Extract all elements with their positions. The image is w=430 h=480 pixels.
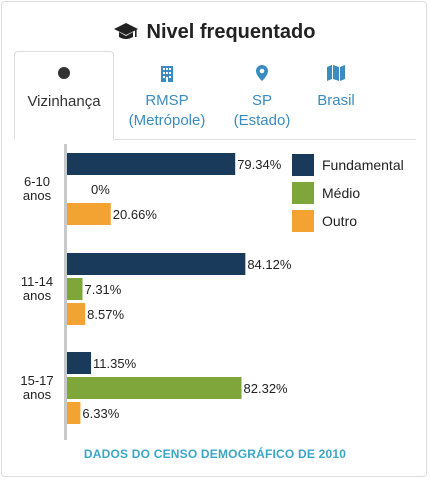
bar-value-label: 20.66% <box>113 207 158 222</box>
dot-icon <box>15 66 113 84</box>
legend-label: Médio <box>322 185 361 201</box>
bar <box>67 253 246 275</box>
widget-header: Nivel frequentado <box>2 18 426 46</box>
bar-value-label: 82.32% <box>244 381 289 396</box>
tab-bar: Vizinhança RMSP (Metrópole) SP (Est <box>14 51 416 140</box>
tab-vizinhanca[interactable]: Vizinhança <box>14 51 114 140</box>
bar-chart: 6-10 anos 79.34% 0%20.66% 11-14 anos 84.12% 7.3… <box>20 144 292 440</box>
category-label: 11-14 anos <box>21 274 53 303</box>
bar-value-label: 6.33% <box>82 406 119 421</box>
bar <box>67 278 83 300</box>
bar <box>67 352 92 374</box>
tab-label-line1: RMSP <box>145 92 189 109</box>
chart-legend: Fundamental Médio Outro <box>292 151 404 235</box>
bar-value-label: 0% <box>91 182 110 197</box>
census-source-note: DADOS DO CENSO DEMOGRÁFICO DE 2010 <box>83 447 347 461</box>
legend-swatch <box>292 210 314 232</box>
category-label: 6-10 anos <box>23 174 52 203</box>
bar-value-label: 11.35% <box>93 356 137 371</box>
building-icon <box>118 65 216 83</box>
legend-label: Outro <box>322 213 358 229</box>
map-pin-icon <box>218 65 306 83</box>
bar-value-label: 7.31% <box>84 282 121 297</box>
legend-item-fundamental: Fundamental <box>292 151 404 179</box>
bar <box>67 402 81 424</box>
legend-label: Fundamental <box>322 157 404 173</box>
map-icon <box>304 65 368 83</box>
tab-label: Brasil <box>317 92 355 109</box>
legend-swatch <box>292 182 314 204</box>
tab-sp[interactable]: SP (Estado) <box>218 51 306 139</box>
bar-value-label: 84.12% <box>247 257 292 272</box>
bar-value-label: 79.34% <box>237 157 282 172</box>
legend-item-outro: Outro <box>292 207 404 235</box>
tab-label-line2: (Metrópole) <box>128 112 206 129</box>
widget-title: Nivel frequentado <box>146 20 316 43</box>
legend-item-medio: Médio <box>292 179 404 207</box>
tab-rmsp[interactable]: RMSP (Metrópole) <box>118 51 216 139</box>
tab-label: Vizinhança <box>27 93 101 110</box>
tab-brasil[interactable]: Brasil <box>304 51 368 139</box>
bar <box>67 153 236 175</box>
bar-value-label: 8.57% <box>87 307 124 322</box>
tab-label-line1: SP <box>251 92 272 109</box>
bar <box>67 203 111 225</box>
category-label: 15-17 anos <box>20 373 53 402</box>
tab-label-line2: (Estado) <box>233 112 291 129</box>
bar <box>67 303 86 325</box>
bar <box>67 377 242 399</box>
graduation-cap-icon <box>113 23 138 39</box>
legend-swatch <box>292 154 314 176</box>
